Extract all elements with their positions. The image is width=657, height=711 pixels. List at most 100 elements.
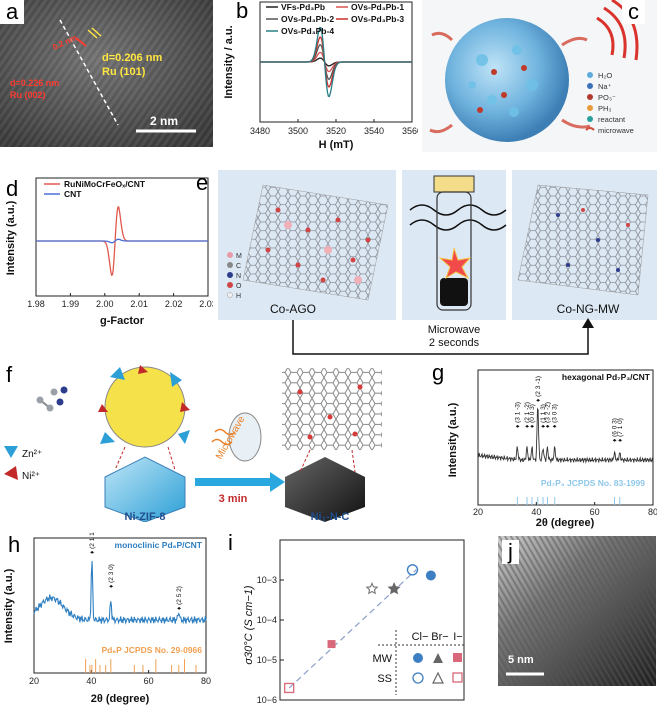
panel-e-key-m: M — [236, 253, 242, 260]
panel-g-title: hexagonal Pd₇P₃/CNT — [562, 372, 651, 382]
panel-a-label: a — [0, 0, 25, 24]
panel-e-key-h: H — [236, 293, 241, 300]
panel-i-ytick-label: 10−5 — [257, 655, 277, 665]
panel-f-ligand-icon — [36, 386, 68, 412]
panel-a-tem-image — [0, 0, 213, 147]
panel-d-chart: 1.98 1.99 2.00 2.01 2.02 2.03 RuNiMoCrFeOₓ/CN… — [5, 177, 217, 327]
panel-c-legend: H₂O Na⁺ PO₃⁻ PH₃ reactant microwave — [585, 71, 634, 135]
panel-e-key: M C N O H — [227, 252, 242, 300]
panel-b-xtick-label: 3560 — [402, 126, 418, 136]
panel-f-zn-label: Zn²⁺ — [22, 449, 42, 460]
panel-i-legend-br: Br− — [431, 631, 448, 643]
panel-e-right-caption: Co-NG-MW — [557, 302, 620, 316]
panel-d-xlabel: g-Factor — [100, 315, 145, 327]
panel-g-axes-frame — [477, 369, 654, 506]
panel-j-label: j — [502, 540, 519, 564]
panel-e: M C N O H Co-AGO Microwave 2 seconds Co-… — [196, 170, 657, 358]
panel-d-xtick-label: 2.01 — [130, 299, 148, 309]
panel-e-spark-icon — [438, 247, 472, 280]
panel-g-peak-label: ♦ (6 0 3) — [612, 418, 619, 442]
panel-f-label: f — [6, 362, 13, 387]
panel-i-point-mw-br — [387, 582, 401, 595]
panel-e-middle-caption-2: 2 seconds — [429, 337, 480, 349]
panel-h-peak-label: ♦ (2 5 2) — [176, 586, 183, 610]
panel-h-peak-label: ♦ (2 1 1) — [89, 532, 96, 554]
panel-f-schematic: Zn²⁺ Ni²⁺ Microwave 3 min Ni-ZIF-8 Ni₁-N… — [4, 365, 382, 523]
panel-d-xtick-label: 2.02 — [165, 299, 183, 309]
panel-h-label: h — [8, 532, 21, 557]
panel-f-right-caption: Ni₁-N-C — [311, 511, 350, 522]
panel-h-ref-label: Pd₆P JCPDS No. 29-0966 — [101, 645, 202, 655]
panel-e-middle-caption-1: Microwave — [428, 324, 481, 336]
panel-e-tube — [436, 191, 472, 311]
panel-d-xtick-label: 1.98 — [27, 299, 45, 309]
panel-b-legend-entry: OVs-Pd₃Pb-3 — [351, 14, 404, 24]
panel-j: j 5 nm — [498, 536, 656, 686]
panel-f-ni-label: Ni²⁺ — [22, 471, 40, 482]
panel-g-label: g — [432, 360, 445, 385]
panel-i-ytick-label: 10−4 — [257, 615, 277, 625]
panel-e-key-c: C — [236, 263, 241, 270]
panel-i-legend-mw-br-marker — [433, 653, 443, 663]
panel-h-pattern-line — [33, 561, 207, 625]
panel-a: a d=0.206 nm Ru (101) d=0.226 nm Ru (002… — [0, 0, 213, 147]
panel-h-title: monoclinic Pd₆P/CNT — [115, 540, 203, 550]
panel-i-legend-ss-br-marker — [432, 671, 444, 684]
panel-c-microwave-arcs — [596, 0, 639, 61]
panel-j-tem-image — [498, 536, 656, 686]
panel-g-peak-label: ♦ (3 2 -2) — [544, 402, 551, 428]
panel-i-ylabel: σ30°C (S cm−1) — [243, 585, 255, 665]
panel-e-arrow-icon — [582, 318, 594, 328]
panel-i-point-mw-i — [327, 640, 336, 649]
panel-h-xlabel: 2θ (degree) — [91, 693, 150, 705]
panel-g-ylabel: Intensity (a.u.) — [447, 402, 459, 477]
panel-b-xtick-label: 3540 — [364, 126, 384, 136]
panel-g-xtick-label: 60 — [590, 507, 600, 517]
panel-i-chart: 10−6 10−5 10−4 10−3 Cl− Br− I− MW SS σ30°C … — [243, 539, 465, 705]
panel-b-chart: 3480 3500 3520 3540 3560 VFs-Pd₃Pb OVs-Pd₃Pb-… — [223, 1, 422, 151]
panel-i-legend-cl: Cl− — [412, 631, 429, 643]
panel-g: 20 40 60 80 ♦ (3 1 -3) ♦ (2 1 -2) ♦ (0 0 3) ♦ … — [430, 360, 657, 530]
panel-a-scale-bar-label: 2 nm — [150, 114, 179, 128]
panel-e-co-ng-mw-sheet — [517, 184, 649, 296]
panel-d-label: d — [6, 176, 19, 201]
panel-a-plane-1: Ru (101) — [102, 66, 146, 78]
panel-b-legend-entry: VFs-Pd₃Pb — [281, 2, 325, 12]
panel-h-chart: 20 40 60 80 ♦ (2 1 1) ♦ (2 3 0) ♦ (2 5 2) mon… — [3, 530, 211, 705]
panel-b-xtick-label: 3480 — [250, 126, 270, 136]
panel-f-ni1-n-c-crystal — [285, 457, 365, 522]
panel-i-legend-mw-i-marker — [453, 653, 462, 662]
panel-a-d-spacing-2: d=0.226 nm — [10, 78, 60, 88]
panel-b-legend-entry: OVs-Pd₃Pb-1 — [351, 2, 404, 12]
panel-f-arrow-icon — [270, 472, 285, 492]
panel-i-legend-i: I− — [453, 631, 462, 643]
panel-g-peak-label: ♦ (3 1 -3) — [514, 402, 521, 428]
panel-g-peak-label: ♦ (0 0 3) — [529, 404, 536, 428]
panel-h: 20 40 60 80 ♦ (2 1 1) ♦ (2 3 0) ♦ (2 5 2) mon… — [0, 530, 215, 706]
panel-f-graphene — [282, 368, 382, 450]
panel-b-xlabel: H (mT) — [319, 139, 354, 151]
panel-a-plane-2: Ru (002) — [10, 90, 46, 100]
panel-h-ylabel: Intensity (a.u.) — [3, 568, 15, 643]
panel-g-xlabel: 2θ (degree) — [536, 517, 595, 529]
panel-f: Zn²⁺ Ni²⁺ Microwave 3 min Ni-ZIF-8 Ni₁-N… — [0, 362, 420, 523]
panel-g-ref-label: Pd₇P₃ JCPDS No. 83-1999 — [541, 478, 645, 488]
panel-e-schematic: M C N O H Co-AGO Microwave 2 seconds Co-… — [218, 170, 657, 355]
panel-c-particle — [445, 18, 569, 142]
panel-i-ytick-label: 10−3 — [257, 575, 277, 585]
panel-g-xtick-label: 40 — [531, 507, 541, 517]
panel-b-label: b — [236, 0, 249, 23]
panel-i-ytick-label: 10−6 — [257, 695, 277, 705]
panel-c-legend-ph3: PH₃ — [598, 104, 611, 113]
panel-i-legend-ss-cl-marker — [412, 672, 424, 684]
panel-f-time: 3 min — [219, 493, 248, 505]
panel-g-xtick-label: 20 — [473, 507, 483, 517]
panel-g-peak-label: ♦ (7 1 0) — [617, 418, 624, 442]
panel-h-xtick-label: 80 — [201, 676, 211, 686]
panel-h-axes-frame — [33, 537, 207, 674]
panel-c-schematic: H₂O Na⁺ PO₃⁻ PH₃ reactant microwave — [422, 0, 657, 152]
panel-d-legend-cnt: CNT — [64, 189, 82, 199]
panel-e-co-ago-sheet — [242, 184, 389, 301]
panel-i-legend: Cl− Br− I− MW SS — [372, 630, 464, 695]
panel-b-xtick-label: 3500 — [288, 126, 308, 136]
